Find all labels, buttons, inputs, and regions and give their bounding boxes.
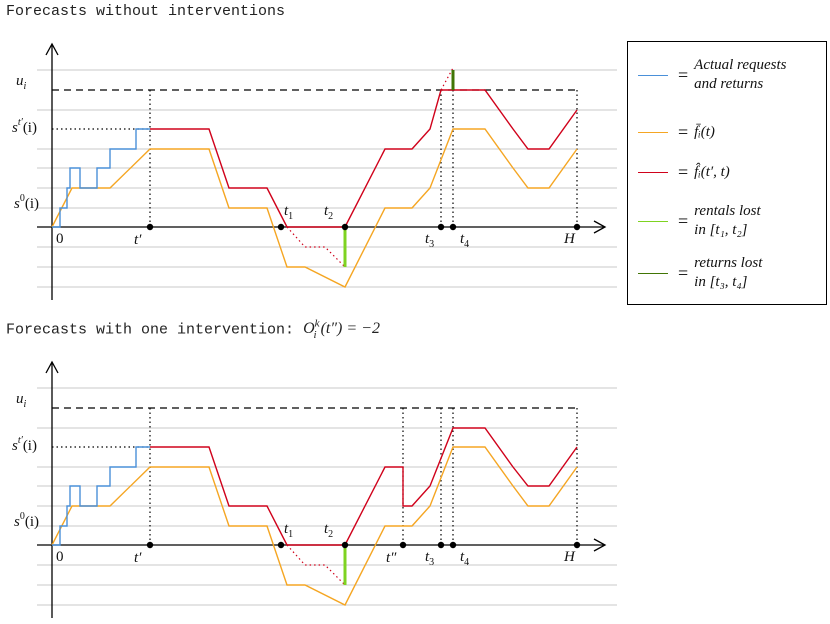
panel1-title: Forecasts without interventions (6, 3, 286, 20)
panel1-label-t1: t1 (284, 203, 293, 222)
panel1-label-t3: t3 (425, 231, 434, 250)
panel2-label-t2: t2 (324, 521, 333, 540)
legend-swatch-red (638, 172, 668, 173)
panel2-label-H: H (563, 549, 576, 565)
panel2-x-arrow (593, 538, 607, 552)
legend-item-actual: = Actual requests and returns (638, 56, 787, 94)
legend-item-fbar: = f̄ᵢ(t) (638, 122, 715, 143)
panel2-label-t1: t1 (284, 521, 293, 540)
panel1-red-line (150, 89, 578, 228)
panel1-guides (52, 90, 578, 227)
legend-text-fhat: f̂ᵢ(t′, t) (694, 164, 730, 180)
panel1-label-t-prime: t′ (134, 232, 142, 248)
legend-text-returns-lost: returns lost in [t₃, t₄] (694, 255, 763, 290)
panel1-label-s-tprime: st′(i) (12, 117, 37, 136)
legend-eq: = (678, 64, 689, 85)
panel1-blue-line (52, 128, 150, 228)
panel2-label-t-prime: t′ (134, 550, 142, 566)
panel1-label-t4: t4 (460, 231, 469, 250)
panel2-orange-line (51, 446, 578, 606)
panel2-label-t-dprime: t″ (386, 550, 397, 566)
panel2-axis-points (146, 541, 581, 549)
legend-swatch-orange (638, 132, 668, 133)
legend-text-actual: Actual requests and returns (694, 57, 787, 92)
panel2-red-line (150, 427, 578, 546)
panel2-label-t4: t4 (460, 549, 469, 568)
legend-eq: = (678, 210, 689, 231)
panel1-label-t2: t2 (324, 203, 333, 222)
legend-item-returns-lost: = returns lost in [t₃, t₄] (638, 254, 762, 292)
legend-swatch-blue (638, 74, 668, 76)
panel2-red-dotted-low (286, 544, 346, 586)
legend-eq: = (678, 122, 689, 142)
legend-item-fhat: = f̂ᵢ(t′, t) (638, 162, 730, 183)
legend-text-rentals-lost: rentals lost in [t₁, t₂] (694, 203, 761, 238)
panel1-label-s-0: s0(i) (14, 193, 39, 212)
panel2-guides (52, 408, 578, 545)
panel1-y-arrow (45, 42, 59, 56)
panel1-label-u-i: ui (16, 73, 27, 92)
panel1-label-H: H (563, 231, 576, 247)
panel2-y-arrow (45, 360, 59, 374)
panel2-label-t3: t3 (425, 549, 434, 568)
panel1-red-dotted-low (286, 226, 346, 268)
panel1-orange-line (51, 128, 578, 288)
legend-swatch-light-green (638, 220, 668, 222)
panel2-title-text: Forecasts with one intervention: (6, 321, 304, 339)
panel1-label-zero: 0 (56, 231, 64, 247)
panel2-title-math: Oki (t″) = −2 (303, 318, 380, 341)
legend-eq: = (678, 162, 689, 182)
legend-text-fbar: f̄ᵢ(t) (694, 124, 715, 140)
panel2-label-u-i: ui (16, 391, 27, 410)
panel2-title: Forecasts with one intervention: Oki (t″… (6, 318, 380, 341)
panel2-label-zero: 0 (56, 549, 64, 565)
legend: = Actual requests and returns = f̄ᵢ(t) =… (627, 41, 827, 305)
panel1-grid (37, 69, 617, 288)
panel1-x-arrow (593, 220, 607, 234)
legend-swatch-dark-green (638, 272, 668, 274)
legend-eq: = (678, 262, 689, 283)
panel2-label-s-tprime: st′(i) (12, 435, 37, 454)
panel1-red-dotted-high (440, 67, 454, 91)
panel1-axis-points (146, 223, 581, 231)
legend-item-rentals-lost: = rentals lost in [t₁, t₂] (638, 202, 761, 240)
panel2-blue-line (52, 446, 150, 546)
panel2-grid (37, 387, 617, 606)
panel2-group: ui st′(i) s0(i) 0 t′ t1 t2 t″ t3 t4 H (12, 360, 617, 618)
panel2-label-s-0: s0(i) (14, 511, 39, 530)
